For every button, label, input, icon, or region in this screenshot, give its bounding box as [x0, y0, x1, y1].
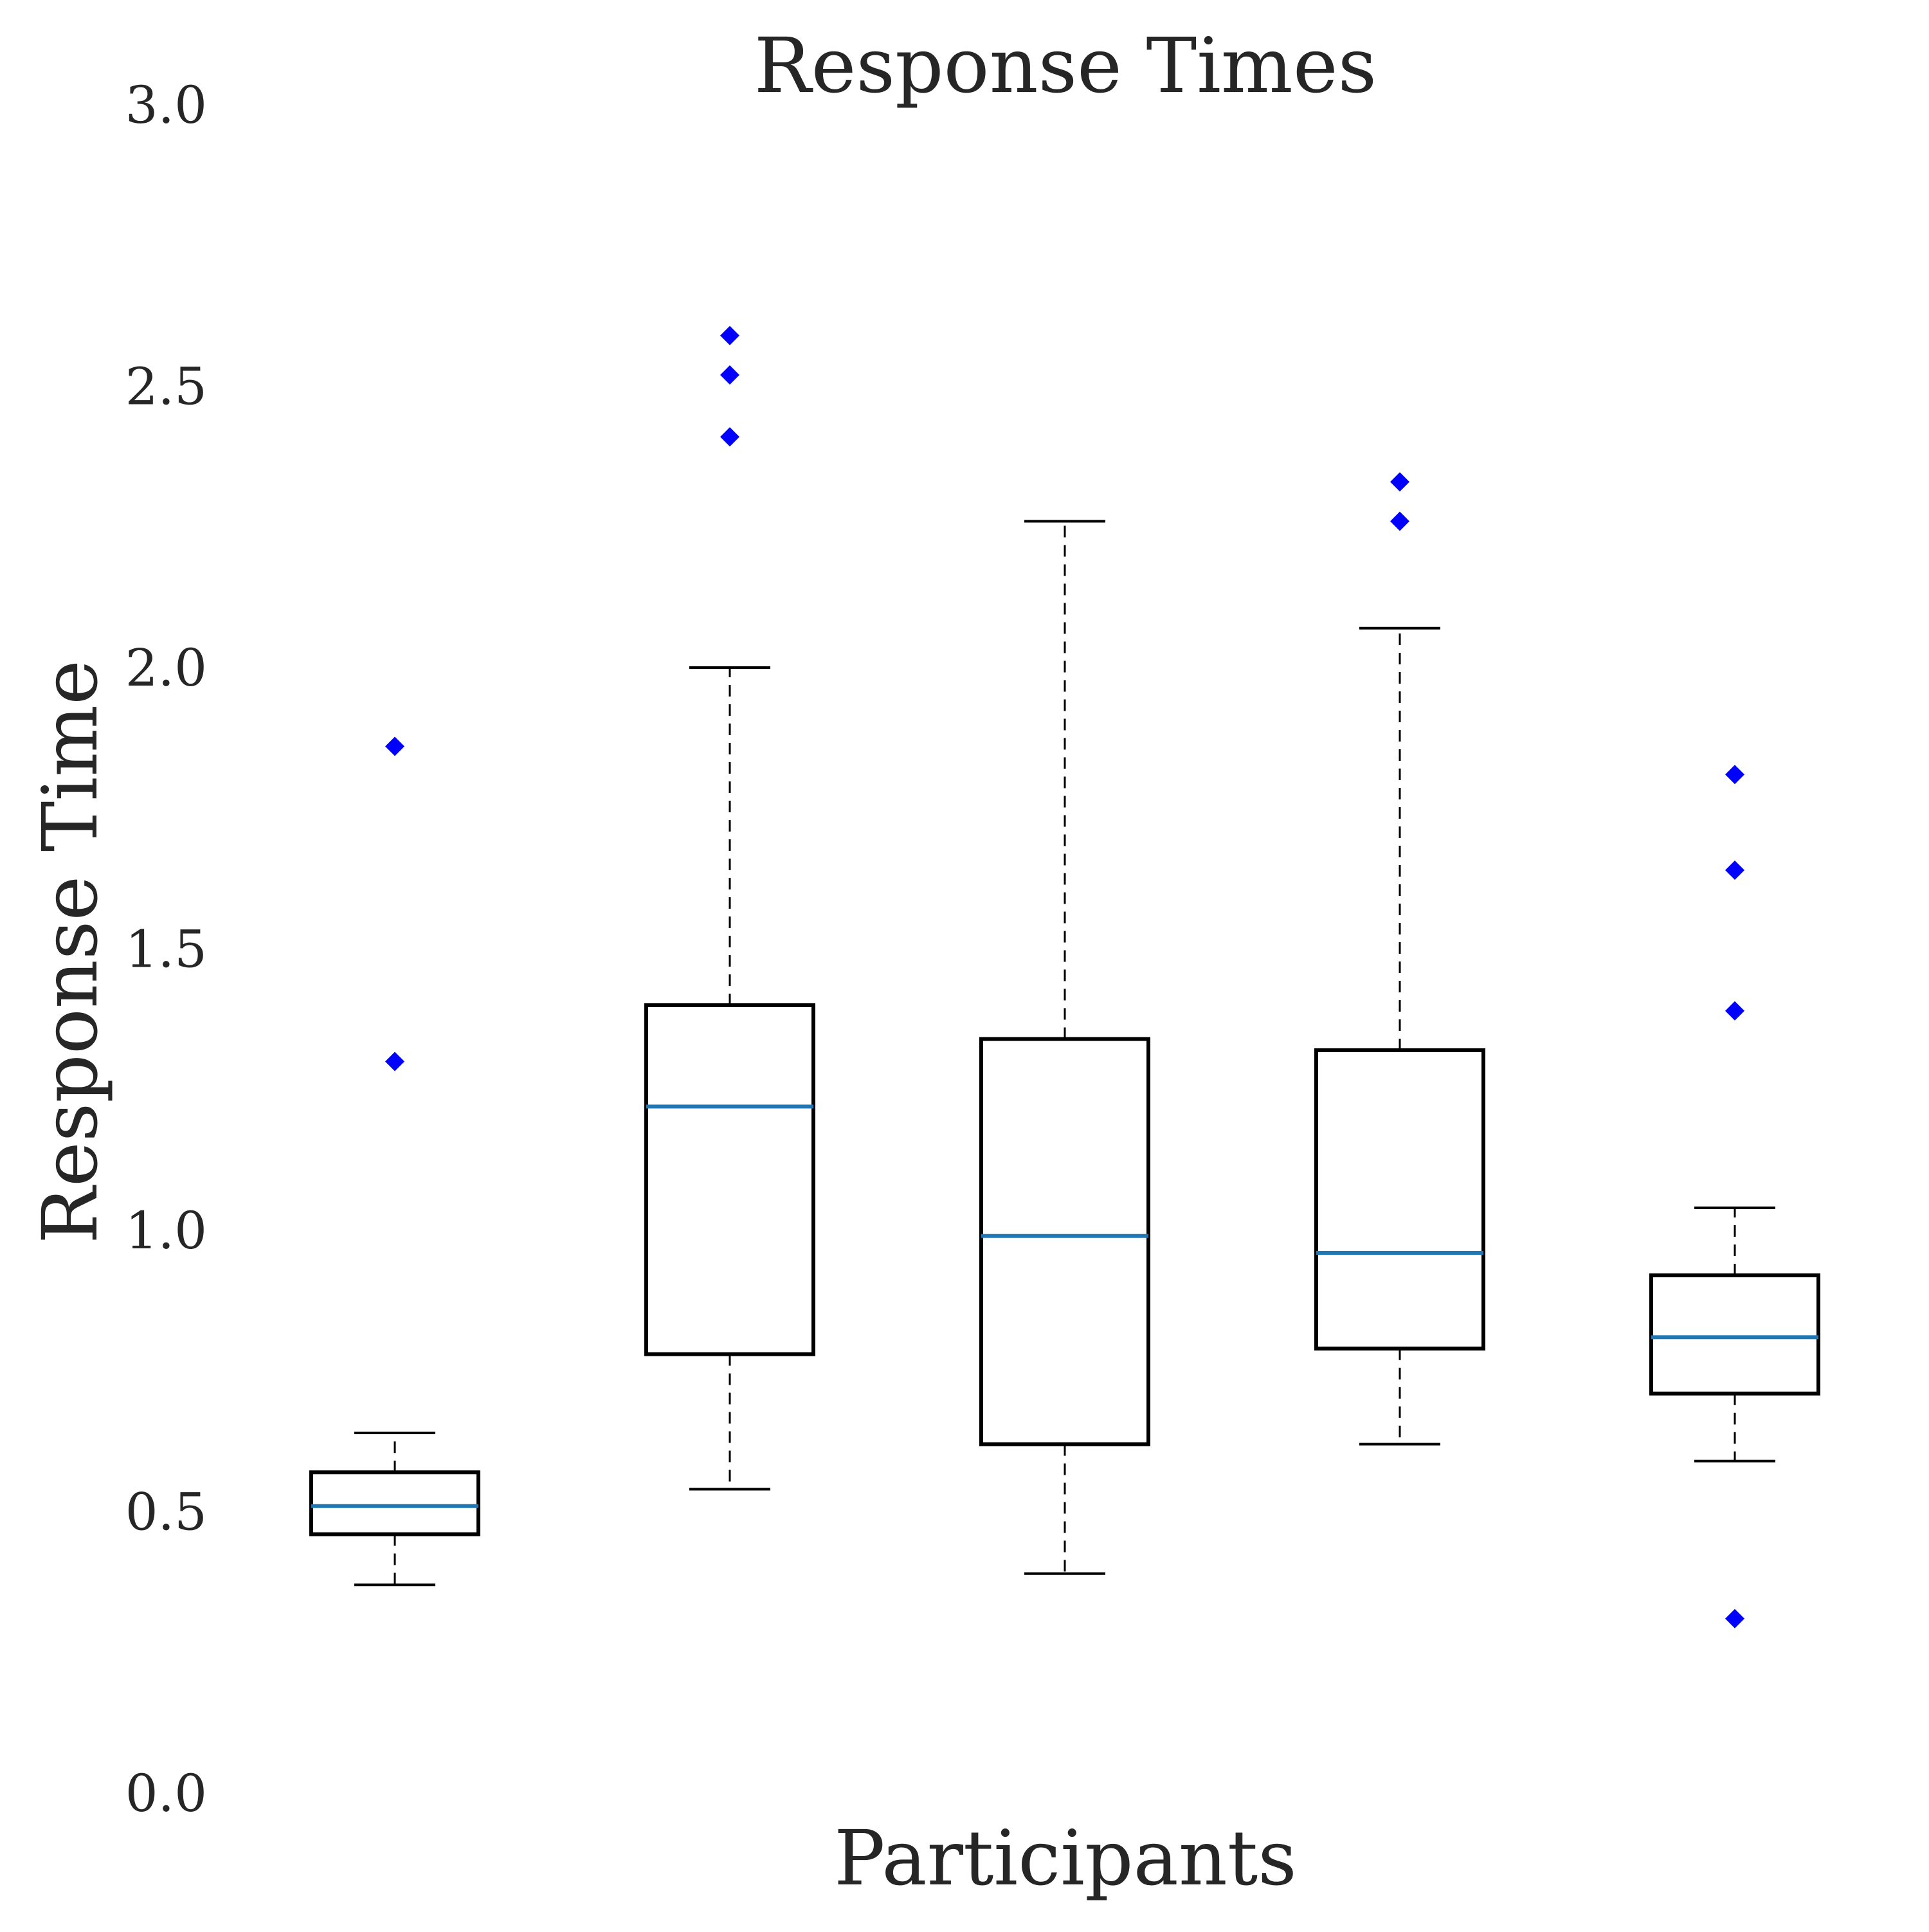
outlier-point: [720, 325, 739, 345]
y-axis-label: Response Time: [26, 660, 114, 1244]
box-series: [309, 325, 1820, 1628]
box-group: [644, 325, 815, 1491]
y-tick-label: 3.0: [125, 75, 207, 135]
box-rect: [1314, 1048, 1485, 1351]
outlier-point: [1725, 765, 1744, 785]
outlier-point: [1725, 1608, 1744, 1628]
box-rect: [979, 1037, 1150, 1446]
y-tick-label: 0.0: [125, 1763, 207, 1823]
y-tick-label: 2.5: [125, 357, 207, 417]
box-rect: [1649, 1273, 1820, 1396]
outlier-point: [1390, 472, 1409, 492]
box-group: [309, 736, 480, 1587]
outlier-point: [720, 365, 739, 385]
box-group: [1314, 472, 1485, 1446]
y-tick-label: 1.5: [125, 920, 207, 980]
chart-title: Response Times: [754, 21, 1377, 110]
box-group: [979, 520, 1150, 1575]
box-rect: [309, 1470, 480, 1536]
box-rect: [644, 1003, 815, 1356]
outlier-point: [720, 427, 739, 447]
outlier-point: [1725, 861, 1744, 880]
outlier-point: [385, 1052, 404, 1071]
y-tick-label: 2.0: [125, 638, 207, 698]
y-tick-labels: 0.0 0.5 1.0 1.5 2.0 2.5 3.0: [125, 75, 207, 1823]
outlier-point: [1390, 511, 1409, 531]
box-group: [1649, 765, 1820, 1628]
y-tick-label: 0.5: [125, 1482, 207, 1542]
outlier-point: [1725, 1001, 1744, 1021]
outlier-point: [385, 736, 404, 756]
x-axis-label: Participants: [834, 1814, 1297, 1902]
y-tick-label: 1.0: [125, 1201, 207, 1261]
